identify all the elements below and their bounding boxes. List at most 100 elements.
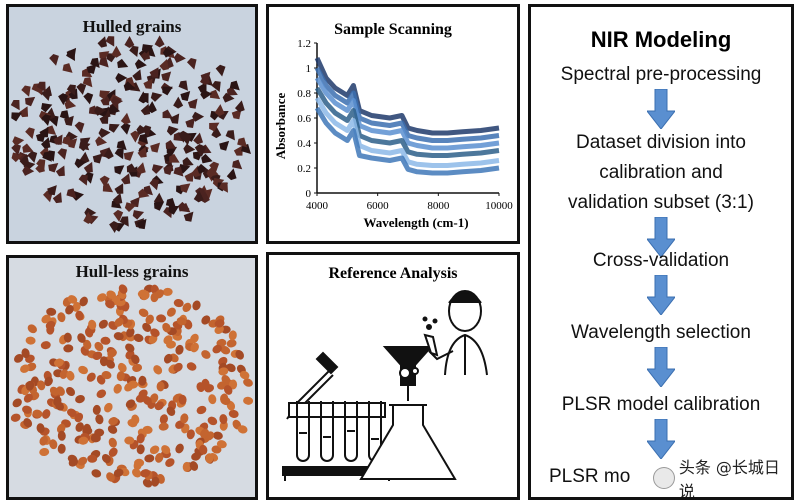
grain xyxy=(219,414,228,425)
grain xyxy=(214,325,224,335)
grain xyxy=(214,104,225,117)
grain xyxy=(55,401,65,411)
grain xyxy=(79,140,90,151)
grain xyxy=(154,35,165,48)
grain xyxy=(99,51,110,61)
grain xyxy=(150,292,159,303)
grain xyxy=(117,58,129,69)
grain xyxy=(72,190,85,201)
grain xyxy=(182,157,194,167)
grain xyxy=(151,476,160,487)
grain xyxy=(92,404,101,415)
grain xyxy=(218,367,229,376)
grain xyxy=(107,349,117,358)
grain xyxy=(124,36,135,48)
sample-scanning-panel: Sample Scanning 0 0.2 0.4 0.6 0.8 1 1.2 4000 600… xyxy=(266,4,520,244)
grain xyxy=(78,436,89,445)
grain xyxy=(159,58,169,71)
grain xyxy=(173,52,186,63)
grain xyxy=(25,127,35,139)
grain xyxy=(162,287,173,296)
grain xyxy=(166,125,179,136)
step-spectral-preprocessing: Spectral pre-processing xyxy=(560,64,762,85)
grain xyxy=(120,122,131,135)
grain xyxy=(165,197,176,208)
grain xyxy=(124,436,135,445)
grain xyxy=(63,332,72,343)
grain xyxy=(98,319,108,329)
grain xyxy=(233,145,243,156)
grain xyxy=(114,183,124,194)
grain xyxy=(56,423,66,434)
grain xyxy=(12,398,22,408)
grain xyxy=(192,111,205,122)
grain xyxy=(124,202,137,212)
grain xyxy=(99,175,110,188)
grain xyxy=(201,315,211,325)
grain xyxy=(64,115,74,126)
grain xyxy=(101,371,112,380)
grain xyxy=(226,363,236,373)
arrow-down-icon xyxy=(647,89,675,129)
grain xyxy=(136,162,146,174)
grain xyxy=(90,57,100,68)
grain xyxy=(57,148,68,160)
grain xyxy=(96,389,107,399)
grain xyxy=(132,69,142,81)
grain xyxy=(125,343,135,353)
arrow-down-icon xyxy=(647,275,675,315)
grain xyxy=(176,317,187,326)
x-tick-label: 10000 xyxy=(485,200,513,212)
grain xyxy=(45,320,56,330)
y-tick-label: 0.6 xyxy=(297,113,311,125)
grain xyxy=(77,333,86,343)
grain xyxy=(134,59,147,70)
absorbance-chart: 0 0.2 0.4 0.6 0.8 1 1.2 4000 6000 8000 10000 Wavele… xyxy=(273,38,513,230)
grain xyxy=(141,125,152,137)
grain xyxy=(104,402,113,413)
grain xyxy=(83,339,92,350)
grain xyxy=(67,454,78,464)
grain xyxy=(151,164,164,174)
grain xyxy=(22,143,34,153)
grain xyxy=(49,439,58,450)
grain xyxy=(140,103,151,116)
grain xyxy=(168,205,180,215)
x-axis-label: Wavelength (cm-1) xyxy=(363,215,468,230)
grain xyxy=(226,339,237,348)
grain xyxy=(27,324,37,334)
grain xyxy=(72,302,81,312)
grain xyxy=(10,99,20,111)
grain xyxy=(189,461,199,471)
grain xyxy=(41,314,51,324)
y-tick-label: 0.4 xyxy=(297,138,311,150)
grain xyxy=(128,380,139,389)
y-axis-label: Absorbance xyxy=(273,93,288,160)
grain xyxy=(48,162,59,173)
grain xyxy=(175,443,184,454)
grain xyxy=(234,100,245,113)
grain xyxy=(99,90,111,100)
y-tick-label: 1.2 xyxy=(297,38,311,50)
grain xyxy=(131,468,142,478)
grain xyxy=(101,453,111,464)
grain xyxy=(161,445,171,455)
grain xyxy=(42,409,51,419)
grain xyxy=(243,378,253,387)
grain xyxy=(112,192,123,205)
grain xyxy=(183,143,196,154)
grain xyxy=(123,81,136,92)
grain xyxy=(180,183,191,193)
hull-less-grains-photo xyxy=(10,284,254,488)
grain xyxy=(22,165,35,176)
grain xyxy=(14,354,24,363)
grain xyxy=(150,92,163,102)
grain xyxy=(66,47,77,59)
hull-less-grains-panel: Hull-less grains xyxy=(6,255,258,500)
grain xyxy=(99,356,108,367)
grain xyxy=(113,332,124,341)
grain xyxy=(154,401,164,411)
grain xyxy=(47,185,57,196)
grain xyxy=(88,319,97,330)
grain xyxy=(187,98,198,109)
